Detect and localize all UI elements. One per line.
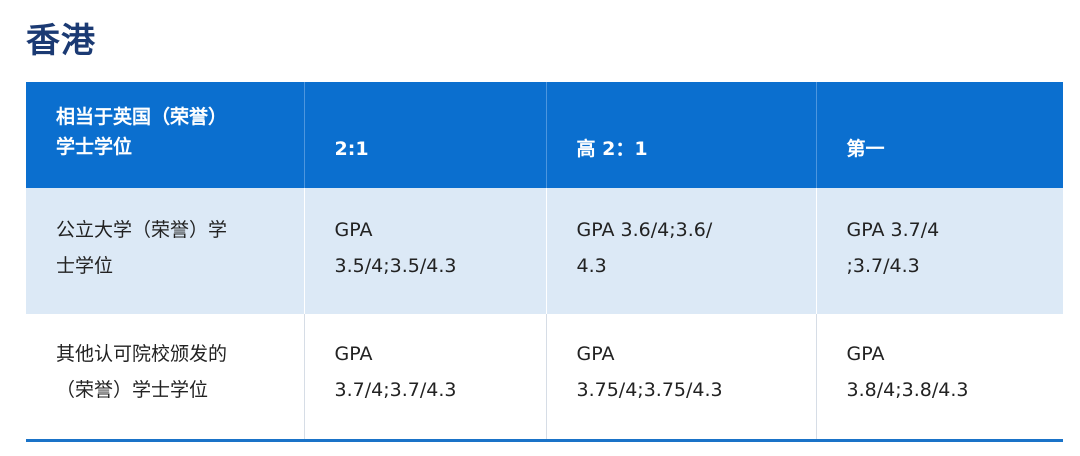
row-label-other-institutions: 其他认可院校颁发的 （荣誉）学士学位 xyxy=(26,314,305,441)
table-row: 公立大学（荣誉）学 士学位 GPA 3.5/4;3.5/4.3 GPA 3.6/… xyxy=(26,188,1063,314)
table-cell: GPA 3.7/4 ;3.7/4.3 xyxy=(846,219,940,277)
header-cell-first: 第一 xyxy=(846,138,885,160)
header-cell-degree: 相当于英国（荣誉） 学士学位 xyxy=(26,82,305,188)
table-bottom-rule xyxy=(26,439,1063,442)
degree-equivalence-table: 相当于英国（荣誉） 学士学位 2:1 高 2：1 第一 公立大学（荣誉）学 士学… xyxy=(26,82,1063,441)
table-cell: GPA 3.7/4;3.7/4.3 xyxy=(304,314,547,441)
table-cell: GPA 3.8/4;3.8/4.3 xyxy=(846,343,969,401)
row-label-public-university: 公立大学（荣誉）学 士学位 xyxy=(26,188,305,314)
header-cell-2-1: 2:1 xyxy=(304,82,547,188)
table-cell: GPA 3.5/4;3.5/4.3 xyxy=(304,188,547,314)
table-row: 其他认可院校颁发的 （荣誉）学士学位 GPA 3.7/4;3.7/4.3 GPA… xyxy=(26,314,1063,441)
table-cell: GPA 3.75/4;3.75/4.3 xyxy=(546,314,817,441)
table-header: 相当于英国（荣誉） 学士学位 2:1 高 2：1 第一 xyxy=(26,82,1063,188)
section-title: 香港 xyxy=(26,21,96,61)
header-row: 相当于英国（荣誉） 学士学位 2:1 高 2：1 第一 xyxy=(26,82,1063,188)
header-cell-high-2-1: 高 2：1 xyxy=(546,82,817,188)
table-cell: GPA 3.6/4;3.6/ 4.3 xyxy=(546,188,817,314)
table-body: 公立大学（荣誉）学 士学位 GPA 3.5/4;3.5/4.3 GPA 3.6/… xyxy=(26,188,1063,441)
